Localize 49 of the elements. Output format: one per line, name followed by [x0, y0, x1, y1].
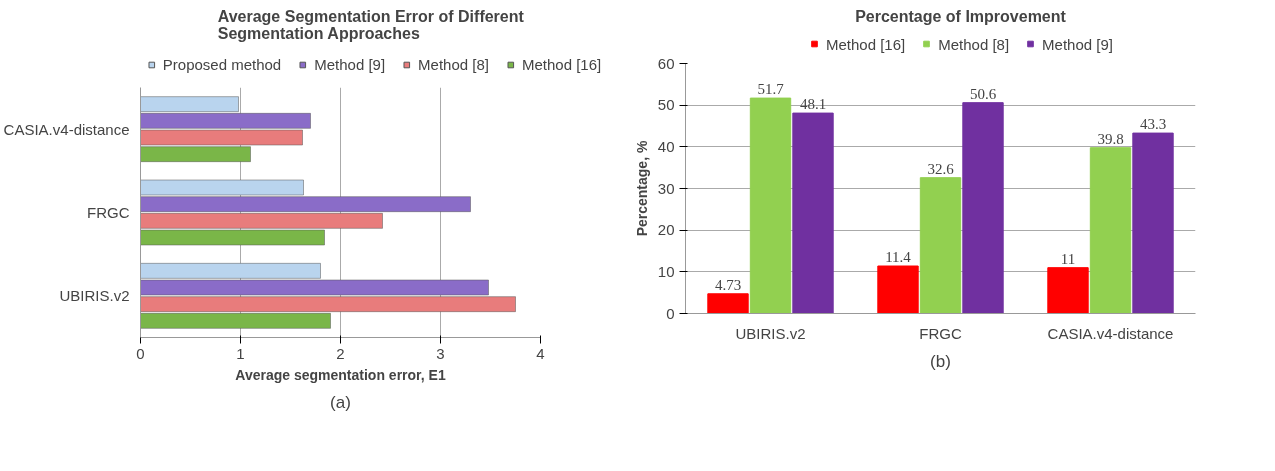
legend-label: Method [8]: [418, 55, 489, 73]
bar: [1132, 132, 1174, 314]
y-tick-label: 50: [657, 96, 675, 114]
bar: [1089, 147, 1132, 314]
x-tick-label: 3: [436, 344, 445, 362]
y-axis-title: Percentage, %: [633, 140, 650, 237]
y-tick-label: 0: [666, 304, 675, 322]
x-tick-label: CASIA.v4-distance: [1047, 324, 1174, 342]
x-tick-label: 2: [336, 344, 345, 362]
x-tick-label: 4: [536, 344, 545, 362]
bar: [1047, 267, 1089, 314]
data-label: 32.6: [927, 160, 955, 177]
bar: [962, 102, 1004, 314]
data-label: 43.3: [1139, 116, 1167, 133]
chart-title: Average Segmentation Error of Different Segmentation Approaches: [217, 7, 525, 42]
x-tick-label: 0: [136, 344, 145, 362]
bar: [749, 97, 792, 314]
y-tick-label: FRGC: [87, 204, 130, 221]
data-label: 4.73: [714, 276, 742, 293]
bar: [919, 177, 962, 314]
bar: [792, 112, 834, 314]
data-label: 48.1: [799, 96, 827, 113]
y-tick-label: 10: [657, 262, 675, 280]
data-label: 11.4: [885, 249, 912, 265]
data-label: 51.7: [757, 81, 785, 98]
y-tick-label: 20: [657, 221, 675, 239]
x-axis-title: Average segmentation error, E1: [235, 366, 446, 383]
x-tick-label: 1: [236, 344, 245, 362]
bar: [707, 293, 749, 314]
legend-label: Proposed method: [162, 55, 282, 73]
text: (b): [930, 351, 951, 371]
bar: [877, 265, 919, 314]
text: (a): [330, 392, 351, 412]
legend-label: Method [8]: [938, 35, 1010, 52]
data-label: 11: [1060, 250, 1076, 267]
chart-title: Percentage of Improvement: [855, 7, 1067, 25]
legend-label: Method [9]: [314, 55, 386, 73]
y-tick-label: CASIA.v4-distance: [3, 120, 130, 138]
y-tick-label: UBIRIS.v2: [59, 287, 130, 305]
legend-label: Method [9]: [1042, 35, 1113, 52]
x-tick-label: UBIRIS.v2: [735, 324, 806, 342]
legend-label: Method [16]: [826, 35, 906, 52]
x-tick-label: FRGC: [919, 324, 962, 342]
y-tick-label: 60: [657, 54, 675, 72]
y-tick-label: 30: [657, 179, 675, 197]
data-label: 39.8: [1097, 130, 1124, 147]
y-tick-label: 40: [657, 137, 675, 155]
legend-label: Method [16]: [521, 55, 602, 73]
data-label: 50.6: [969, 85, 997, 102]
